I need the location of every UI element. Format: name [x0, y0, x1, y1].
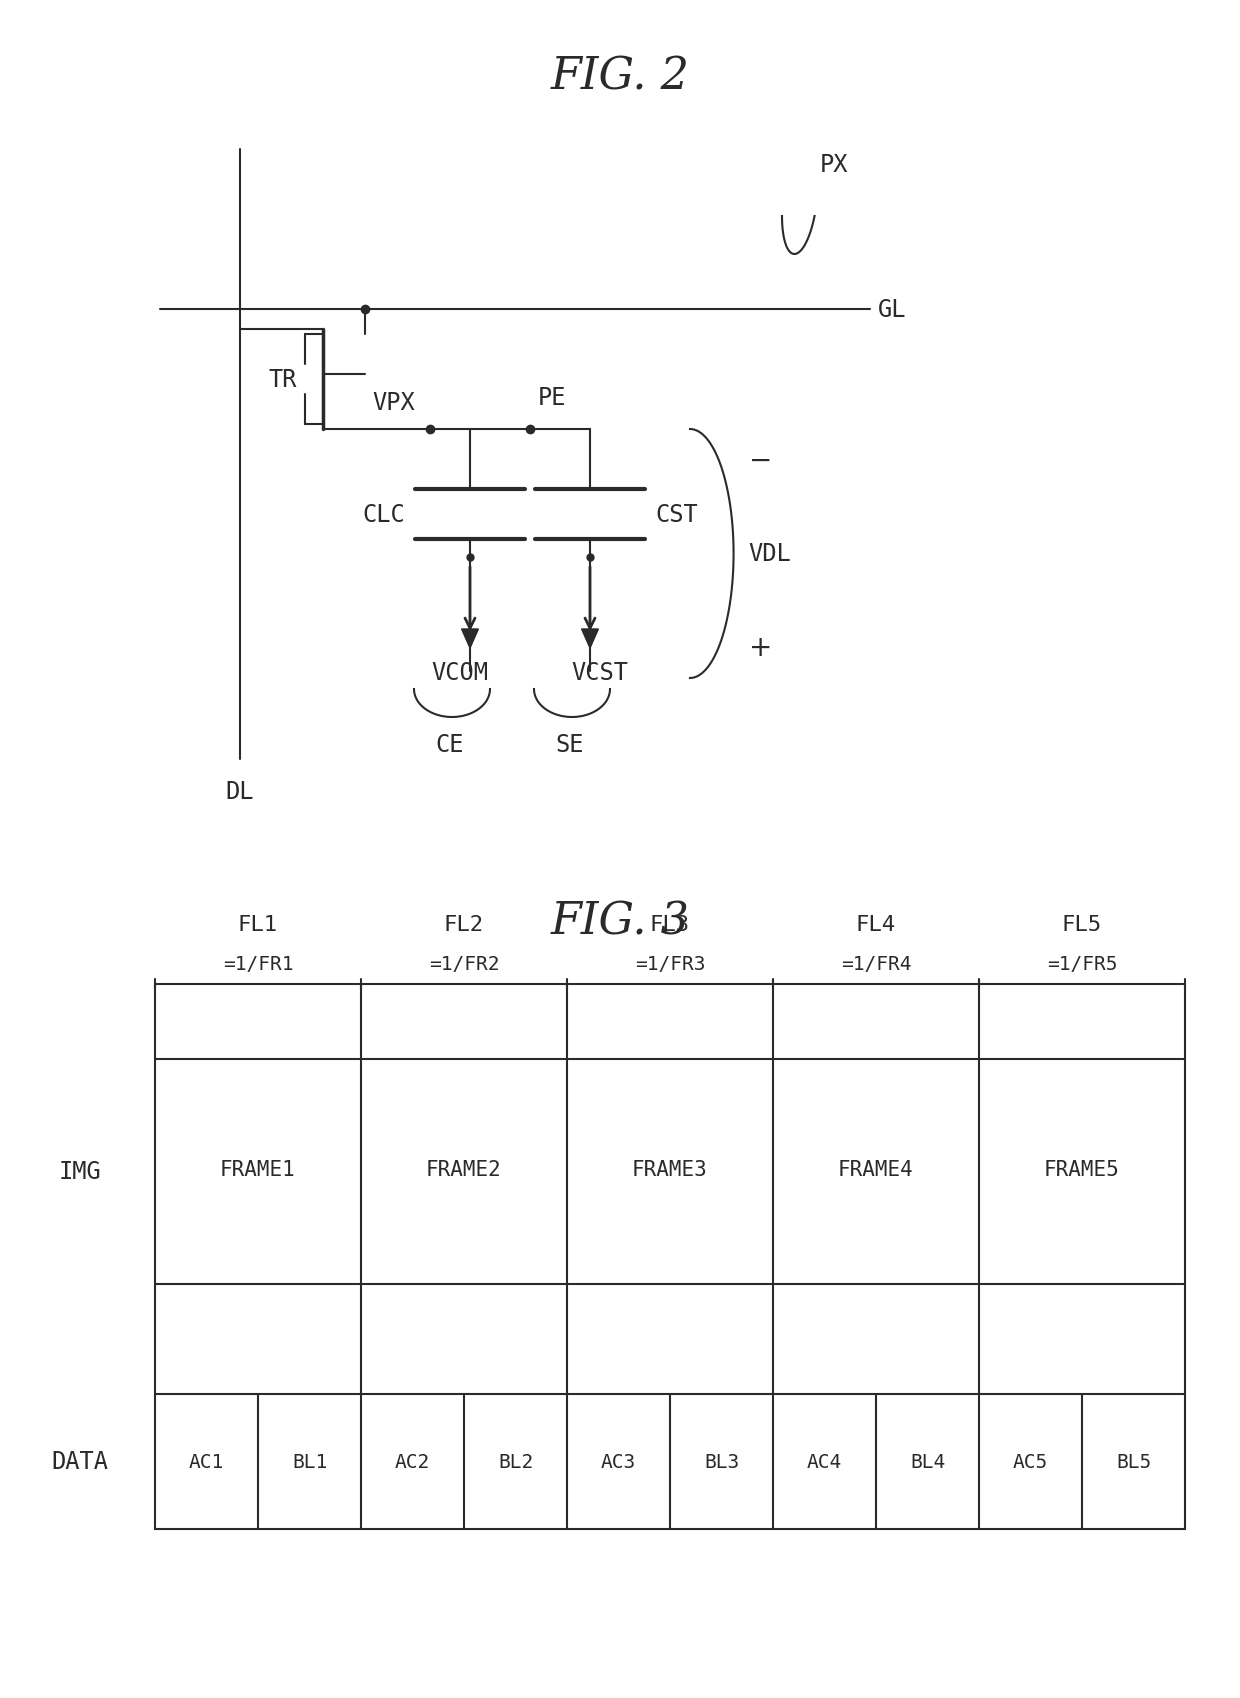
Text: BL4: BL4	[910, 1452, 945, 1470]
Text: FIG. 2: FIG. 2	[551, 54, 689, 98]
Text: +: +	[749, 633, 773, 662]
Text: =1/FR4: =1/FR4	[841, 954, 911, 975]
Text: FRAME1: FRAME1	[221, 1160, 296, 1180]
Text: =1/FR2: =1/FR2	[429, 954, 500, 975]
Text: FRAME3: FRAME3	[632, 1160, 708, 1180]
Text: IMG: IMG	[58, 1160, 102, 1184]
Text: TR: TR	[269, 368, 298, 392]
Text: FL1: FL1	[238, 915, 278, 934]
Text: BL3: BL3	[704, 1452, 739, 1470]
Text: FL4: FL4	[856, 915, 897, 934]
Text: DATA: DATA	[52, 1450, 109, 1474]
Text: FRAME2: FRAME2	[427, 1160, 502, 1180]
Text: =1/FR3: =1/FR3	[635, 954, 706, 975]
Text: AC4: AC4	[807, 1452, 842, 1470]
Text: VCOM: VCOM	[432, 661, 489, 684]
Bar	[155, 985, 1185, 1530]
Text: AC3: AC3	[601, 1452, 636, 1470]
Text: VDL: VDL	[749, 542, 791, 565]
Text: AC2: AC2	[394, 1452, 430, 1470]
Text: FRAME5: FRAME5	[1044, 1160, 1120, 1180]
Text: AC1: AC1	[188, 1452, 224, 1470]
Text: VCST: VCST	[572, 661, 629, 684]
Text: BL1: BL1	[291, 1452, 327, 1470]
Text: BL5: BL5	[1116, 1452, 1151, 1470]
Polygon shape	[461, 630, 479, 649]
Text: CST: CST	[655, 503, 698, 526]
Text: GL: GL	[878, 297, 906, 323]
Text: FL5: FL5	[1061, 915, 1102, 934]
Text: FRAME4: FRAME4	[838, 1160, 914, 1180]
Text: DL: DL	[226, 779, 254, 803]
Text: FIG. 3: FIG. 3	[551, 900, 689, 942]
Text: =1/FR5: =1/FR5	[1047, 954, 1117, 975]
Text: VPX: VPX	[372, 391, 415, 414]
Text: CLC: CLC	[362, 503, 405, 526]
Text: BL2: BL2	[498, 1452, 533, 1470]
Text: CE: CE	[435, 732, 464, 757]
Text: AC5: AC5	[1013, 1452, 1048, 1470]
Text: =1/FR1: =1/FR1	[223, 954, 293, 975]
Text: SE: SE	[556, 732, 584, 757]
Text: FL2: FL2	[444, 915, 484, 934]
Text: −: −	[749, 447, 771, 475]
Text: FL3: FL3	[650, 915, 691, 934]
Polygon shape	[582, 630, 599, 649]
Text: PX: PX	[820, 153, 848, 177]
Text: PE: PE	[538, 385, 567, 409]
